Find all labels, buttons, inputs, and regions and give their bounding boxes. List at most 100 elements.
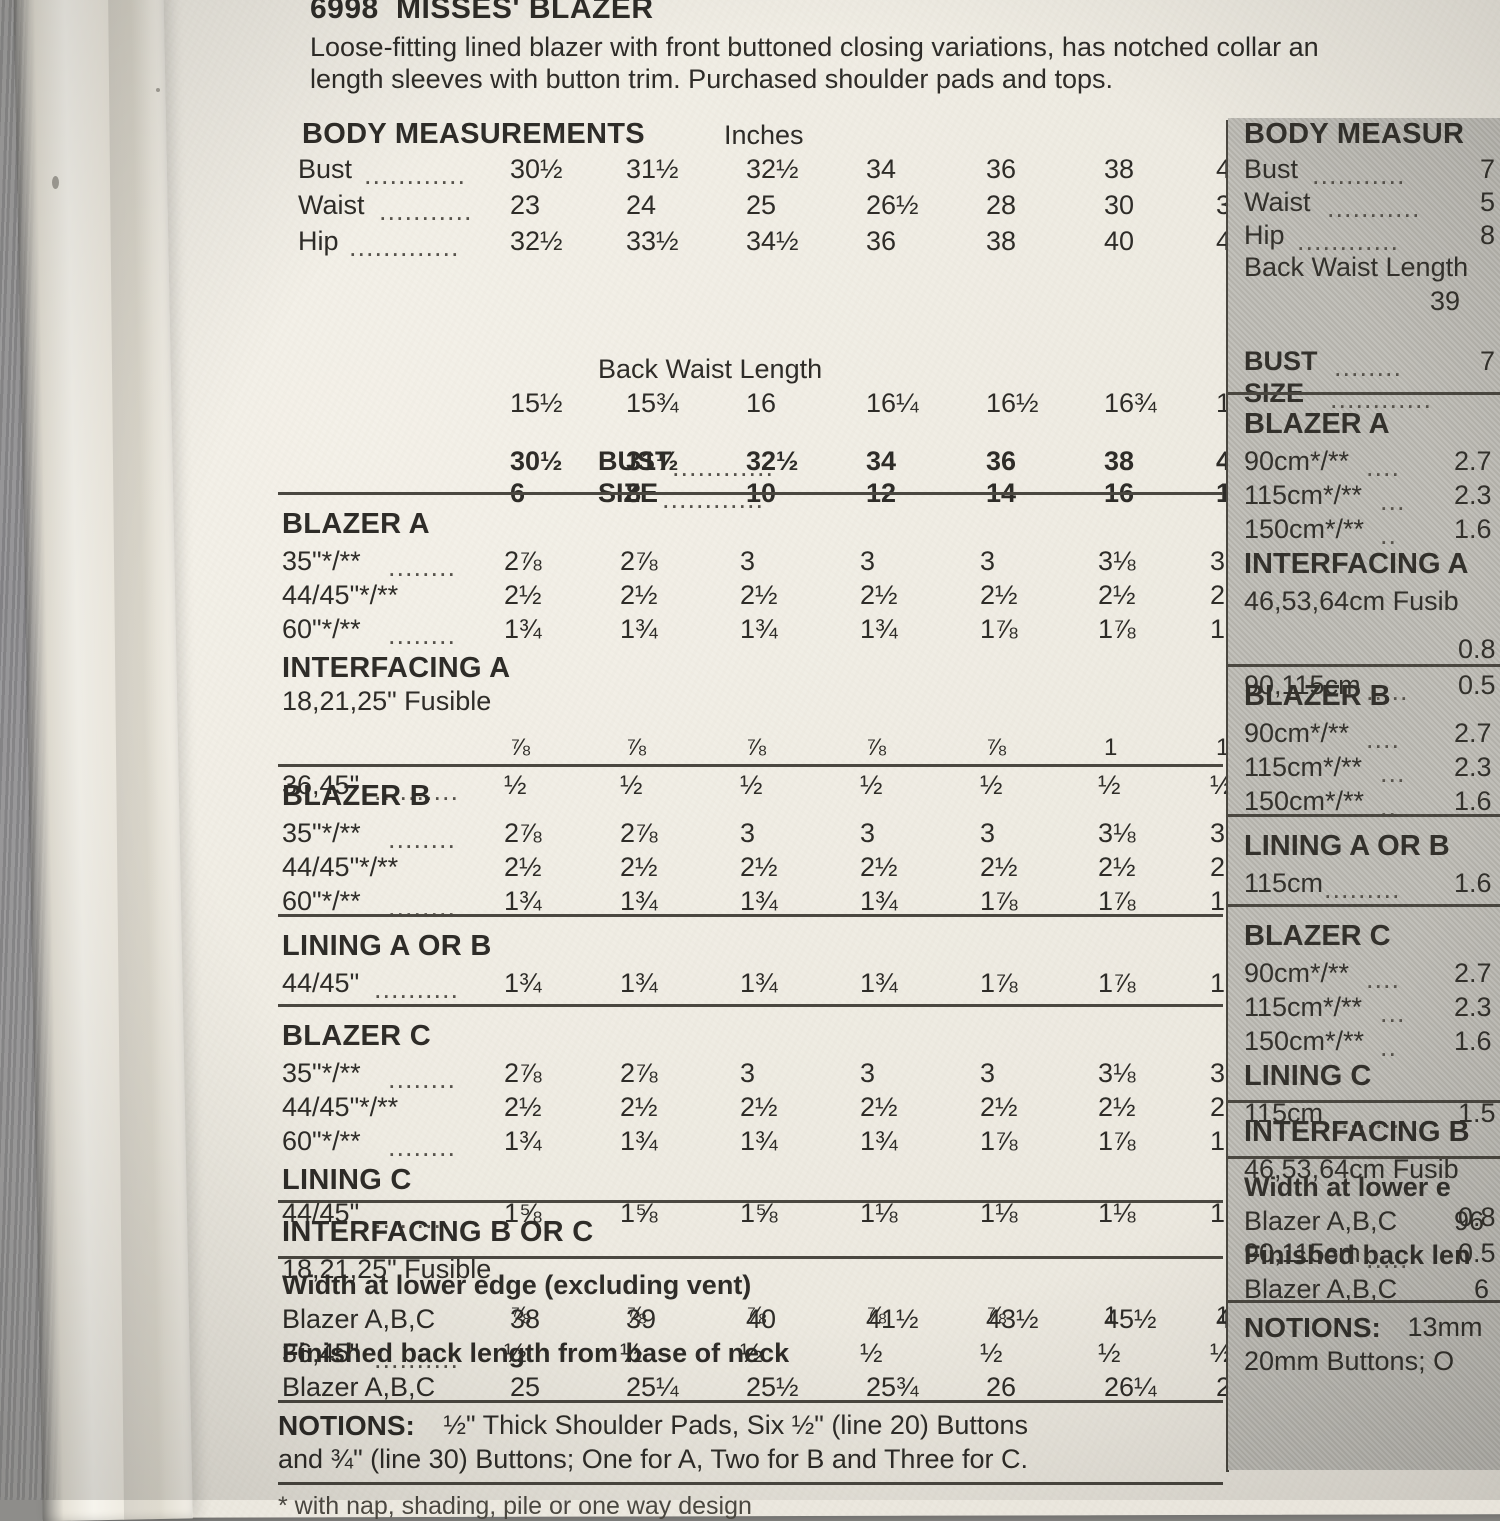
cell-value: 1⅝ [740,1198,778,1228]
cell-value: 32½ [746,154,799,184]
leader-dots: .......... [374,1344,460,1374]
cell-value: ⅞ [986,1302,1007,1329]
cell-value: 16½ [986,388,1039,418]
cell-value: 2½ [860,1092,898,1122]
cell-value: 2½ [504,1092,542,1122]
subsection-title: INTERFACING A [282,652,511,684]
leader-dots: .... [1366,724,1401,754]
cell-value: 1⅞ [980,886,1018,916]
metric-section-title: INTERFACING B [1244,1116,1470,1148]
metric-cell-value: 2.3 [1454,480,1492,510]
leader-dots: .... [1366,452,1401,482]
cell-value: ½ [620,770,643,800]
metric-cell-value: 2.3 [1454,992,1492,1022]
cell-value: 1¾ [860,614,898,644]
cell-value: 25¼ [626,1372,679,1402]
cell-value: 28 [986,190,1017,220]
cell-value: ½ [860,1338,883,1368]
metric-bust-row-value: 7 [1480,346,1496,376]
leader-dots: ... [1380,998,1406,1028]
paper-speck [156,88,160,92]
metric-cell-value: 0.5 [1458,1238,1496,1268]
cell-value: 1¾ [740,968,778,998]
cell-value: 45½ [1104,1304,1157,1334]
interfacing-widths: 18,21,25" Fusible [282,1254,492,1284]
metric-fabric-width-label: 150cm*/** [1244,786,1365,816]
cell-value: 33½ [626,226,679,256]
metric-section-divider [1228,1100,1500,1103]
section-title: BLAZER A [282,508,430,540]
cell-value: ½ [1098,1338,1121,1368]
cell-value: 2⅞ [620,546,658,576]
cell-value: 3 [740,546,756,576]
interfacing-widths: 18,21,25" Fusible [282,686,492,716]
cell-value: 15½ [510,388,563,418]
cell-value: 26¼ [1104,1372,1157,1402]
notions-line-1: ½" Thick Shoulder Pads, Six ½" (line 20)… [436,1410,1028,1440]
cell-value: 2½ [620,580,658,610]
leader-dots: ........ [388,1132,457,1162]
measurement-label: Waist [298,190,365,220]
section-title: LINING A OR B [282,930,492,962]
cell-value: 40 [746,1304,777,1334]
cell-value: 36 [986,446,1017,476]
cell-value: 1⅛ [980,1198,1018,1228]
metric-section-divider [1228,664,1500,667]
fabric-width-label: 60"*/** [282,614,361,644]
cell-value: 3 [980,546,996,576]
section-divider [278,1200,1223,1203]
cell-value: 3⅛ [1098,1058,1136,1088]
metric-bust-row-dots: ........ [1334,352,1403,382]
cell-value: 25½ [746,1372,799,1402]
metric-section-title: BLAZER A [1244,408,1390,440]
section-divider [278,914,1223,917]
metric-back-waist-length-value: 39 [1430,286,1461,316]
cell-value: 36 [866,226,897,256]
fabric-width-label: 35"*/** [282,818,361,848]
section-divider [278,492,1223,495]
fabric-width-label: 35"*/** [282,1058,361,1088]
cell-value: ½ [504,770,527,800]
cell-value: 1¾ [620,1126,658,1156]
metric-fabric-width-label: 90cm*/** [1244,958,1350,988]
fabric-width-label: 44/45"*/** [282,580,399,610]
cell-value: 25 [510,1372,541,1402]
leader-dots: .......... [374,776,460,806]
leader-dots: ............ [364,160,467,190]
fabric-width-label: 36,45" [282,1338,360,1368]
cell-value: 30½ [510,154,563,184]
leader-dots: ........... [379,196,473,226]
cell-value: 16 [746,388,777,418]
leader-dots: ............ [1297,226,1400,256]
cell-value: 1 [1104,1302,1118,1329]
metric-finished-back-length-label: Blazer A,B,C [1244,1274,1398,1304]
cell-value: 38 [510,1304,541,1334]
subsection-title: LINING C [282,1164,412,1196]
panel-divider [1226,120,1229,1472]
finished-back-length-title: Finished back length from base of neck [282,1338,790,1368]
bust-row-label: BUST [598,446,672,476]
metric-cell-value: 2.7 [1454,718,1492,748]
metric-section-divider [1228,814,1500,817]
cell-value: 1 [1104,734,1118,761]
cell-value: 1⅝ [620,1198,658,1228]
cell-value: 32½ [510,226,563,256]
cell-value: ½ [980,770,1003,800]
cell-value: 1¾ [504,1126,542,1156]
section-title: BLAZER C [282,1020,431,1052]
body-measurements-unit: Inches [724,120,804,150]
metric-cell-value: 1.6 [1454,514,1492,544]
metric-width-lower-edge-title: Width at lower e [1244,1172,1451,1202]
cell-value: 2½ [980,580,1018,610]
cell-value: 34 [866,446,897,476]
cell-value: 2½ [1098,852,1136,882]
cell-value: 2½ [504,580,542,610]
cell-value: 2⅞ [504,818,542,848]
metric-width-lower-edge-value: 96 [1454,1206,1485,1236]
leader-dots: ........ [388,824,457,854]
cell-value: 2½ [860,852,898,882]
fabric-width-label: 44/45" [282,968,360,998]
cell-value: 31½ [626,446,679,476]
cell-value: 40 [1104,226,1135,256]
